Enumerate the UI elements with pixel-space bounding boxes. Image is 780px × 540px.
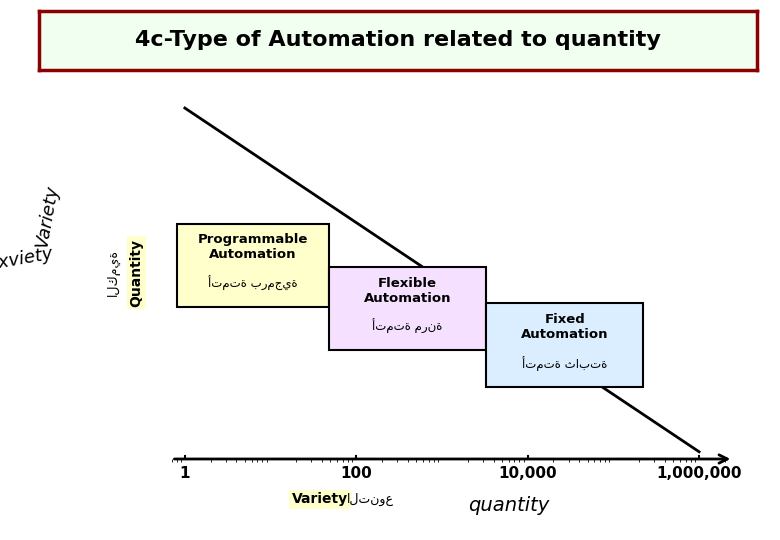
Text: أتمتة مرنة: أتمتة مرنة bbox=[372, 320, 443, 334]
Text: Quantity: Quantity bbox=[129, 239, 144, 307]
Text: أتمتة ثابتة: أتمتة ثابتة bbox=[522, 356, 608, 370]
Text: التنوع: التنوع bbox=[347, 493, 394, 506]
Text: quantity: quantity bbox=[468, 496, 549, 516]
Text: 4c-Type of Automation related to quantity: 4c-Type of Automation related to quantit… bbox=[135, 30, 661, 51]
Text: Uxviety: Uxviety bbox=[0, 245, 55, 274]
Text: Flexible
Automation: Flexible Automation bbox=[363, 277, 451, 305]
Text: الكمية: الكمية bbox=[107, 249, 119, 296]
Bar bbox=[329, 267, 486, 350]
Text: Variety: Variety bbox=[292, 492, 348, 507]
Text: أتمتة برمجية: أتمتة برمجية bbox=[208, 276, 298, 291]
Text: Fixed
Automation: Fixed Automation bbox=[521, 313, 608, 341]
Text: Programmable
Automation: Programmable Automation bbox=[198, 233, 308, 261]
Text: Variety: Variety bbox=[33, 183, 61, 249]
Bar bbox=[486, 303, 644, 387]
Bar bbox=[177, 224, 329, 307]
